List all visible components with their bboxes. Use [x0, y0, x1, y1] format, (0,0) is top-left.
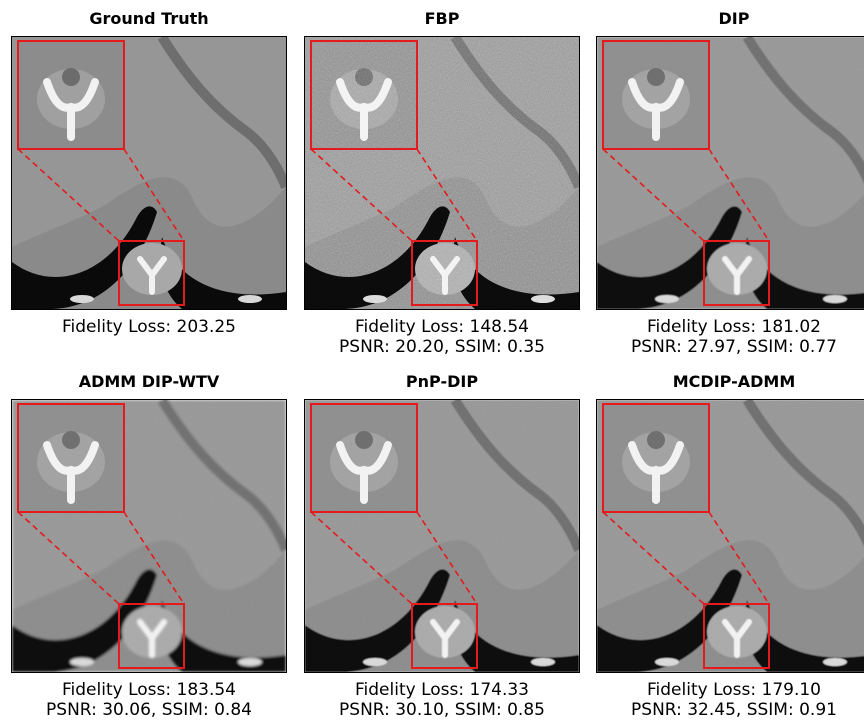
- panel-metrics: Fidelity Loss: 183.54 PSNR: 30.06, SSIM:…: [0, 680, 307, 720]
- fidelity-loss: Fidelity Loss: 181.02: [647, 317, 821, 337]
- ct-image: [11, 399, 287, 673]
- psnr-ssim: PSNR: 30.10, SSIM: 0.85: [339, 700, 545, 720]
- ct-image: [304, 36, 580, 310]
- panel-metrics: Fidelity Loss: 181.02 PSNR: 27.97, SSIM:…: [576, 317, 864, 357]
- fidelity-loss: Fidelity Loss: 203.25: [62, 317, 236, 337]
- fidelity-loss: Fidelity Loss: 174.33: [355, 680, 529, 700]
- panel-metrics: Fidelity Loss: 174.33 PSNR: 30.10, SSIM:…: [284, 680, 600, 720]
- psnr-ssim: PSNR: 32.45, SSIM: 0.91: [631, 700, 837, 720]
- panel-metrics: Fidelity Loss: 203.25: [0, 317, 307, 337]
- ct-image: [596, 399, 864, 673]
- fidelity-loss: Fidelity Loss: 183.54: [62, 680, 236, 700]
- panel-title: FBP: [424, 9, 460, 28]
- panel-title: MCDIP-ADMM: [672, 372, 796, 391]
- psnr-ssim: PSNR: 27.97, SSIM: 0.77: [631, 337, 837, 357]
- panel-title: DIP: [718, 9, 750, 28]
- panel-title: PnP-DIP: [405, 372, 479, 391]
- ct-image: [11, 36, 287, 310]
- psnr-ssim: PSNR: 30.06, SSIM: 0.84: [46, 700, 252, 720]
- ct-image: [596, 36, 864, 310]
- panel-metrics: Fidelity Loss: 148.54 PSNR: 20.20, SSIM:…: [284, 317, 600, 357]
- ct-image: [304, 399, 580, 673]
- fidelity-loss: Fidelity Loss: 179.10: [647, 680, 821, 700]
- psnr-ssim: PSNR: 20.20, SSIM: 0.35: [339, 337, 545, 357]
- panel-metrics: Fidelity Loss: 179.10 PSNR: 32.45, SSIM:…: [576, 680, 864, 720]
- panel-title: ADMM DIP-WTV: [78, 372, 220, 391]
- panel-title: Ground Truth: [89, 9, 209, 28]
- fidelity-loss: Fidelity Loss: 148.54: [355, 317, 529, 337]
